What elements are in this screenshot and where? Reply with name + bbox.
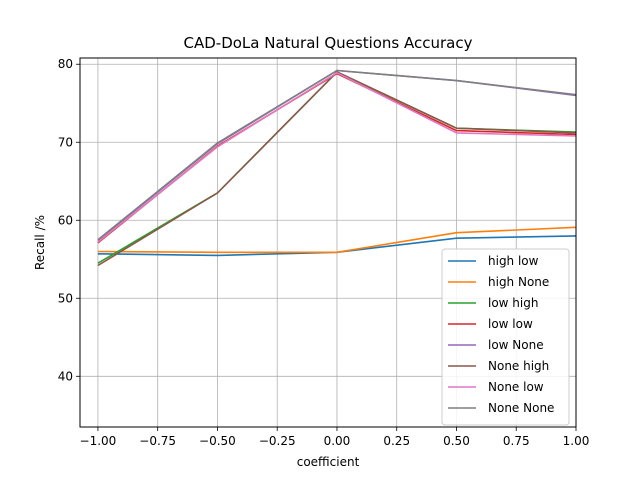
series-line-5 [97,71,577,267]
x-tick-label-8: 1.00 [563,434,590,448]
legend-label-1: high None [488,275,549,289]
series-lines [97,69,577,267]
x-tick-label-6: 0.50 [443,434,470,448]
x-axis-ticks: −1.00 −0.75 −0.50 −0.25 0.00 0.25 0.50 0.75 1.00 [80,427,590,448]
legend-label-7: None None [488,401,554,415]
x-tick-label-5: 0.25 [383,434,410,448]
series-line-6 [97,72,577,243]
series-line-7 [97,69,577,241]
x-tick-label-3: −0.25 [259,434,296,448]
y-tick-label-2: 60 [58,213,73,227]
x-tick-label-1: −0.75 [139,434,176,448]
chart-title: CAD-DoLa Natural Questions Accuracy [184,34,473,52]
series-line-1 [97,226,577,254]
y-tick-label-1: 50 [58,291,73,305]
y-axis-label: Recall /% [33,215,47,270]
axes-frame [79,57,577,428]
y-tick-label-3: 70 [58,135,73,149]
x-tick-label-7: 0.75 [503,434,530,448]
x-tick-label-4: 0.00 [324,434,351,448]
y-tick-label-0: 40 [58,369,73,383]
legend-label-3: low low [488,317,533,331]
x-tick-label-2: −0.50 [199,434,236,448]
x-axis-label: coefficient [297,455,360,469]
y-axis-ticks: 40 50 60 70 80 [58,57,80,383]
legend-label-0: high low [488,254,539,268]
legend-box [441,248,570,426]
y-tick-label-4: 80 [58,57,73,71]
legend-label-2: low high [488,296,538,310]
legend-label-6: None low [488,380,544,394]
legend: high low high None low high low low low None… [441,248,570,426]
legend-label-5: None high [488,359,549,373]
legend-label-4: low None [488,338,544,352]
x-tick-label-0: −1.00 [80,434,117,448]
